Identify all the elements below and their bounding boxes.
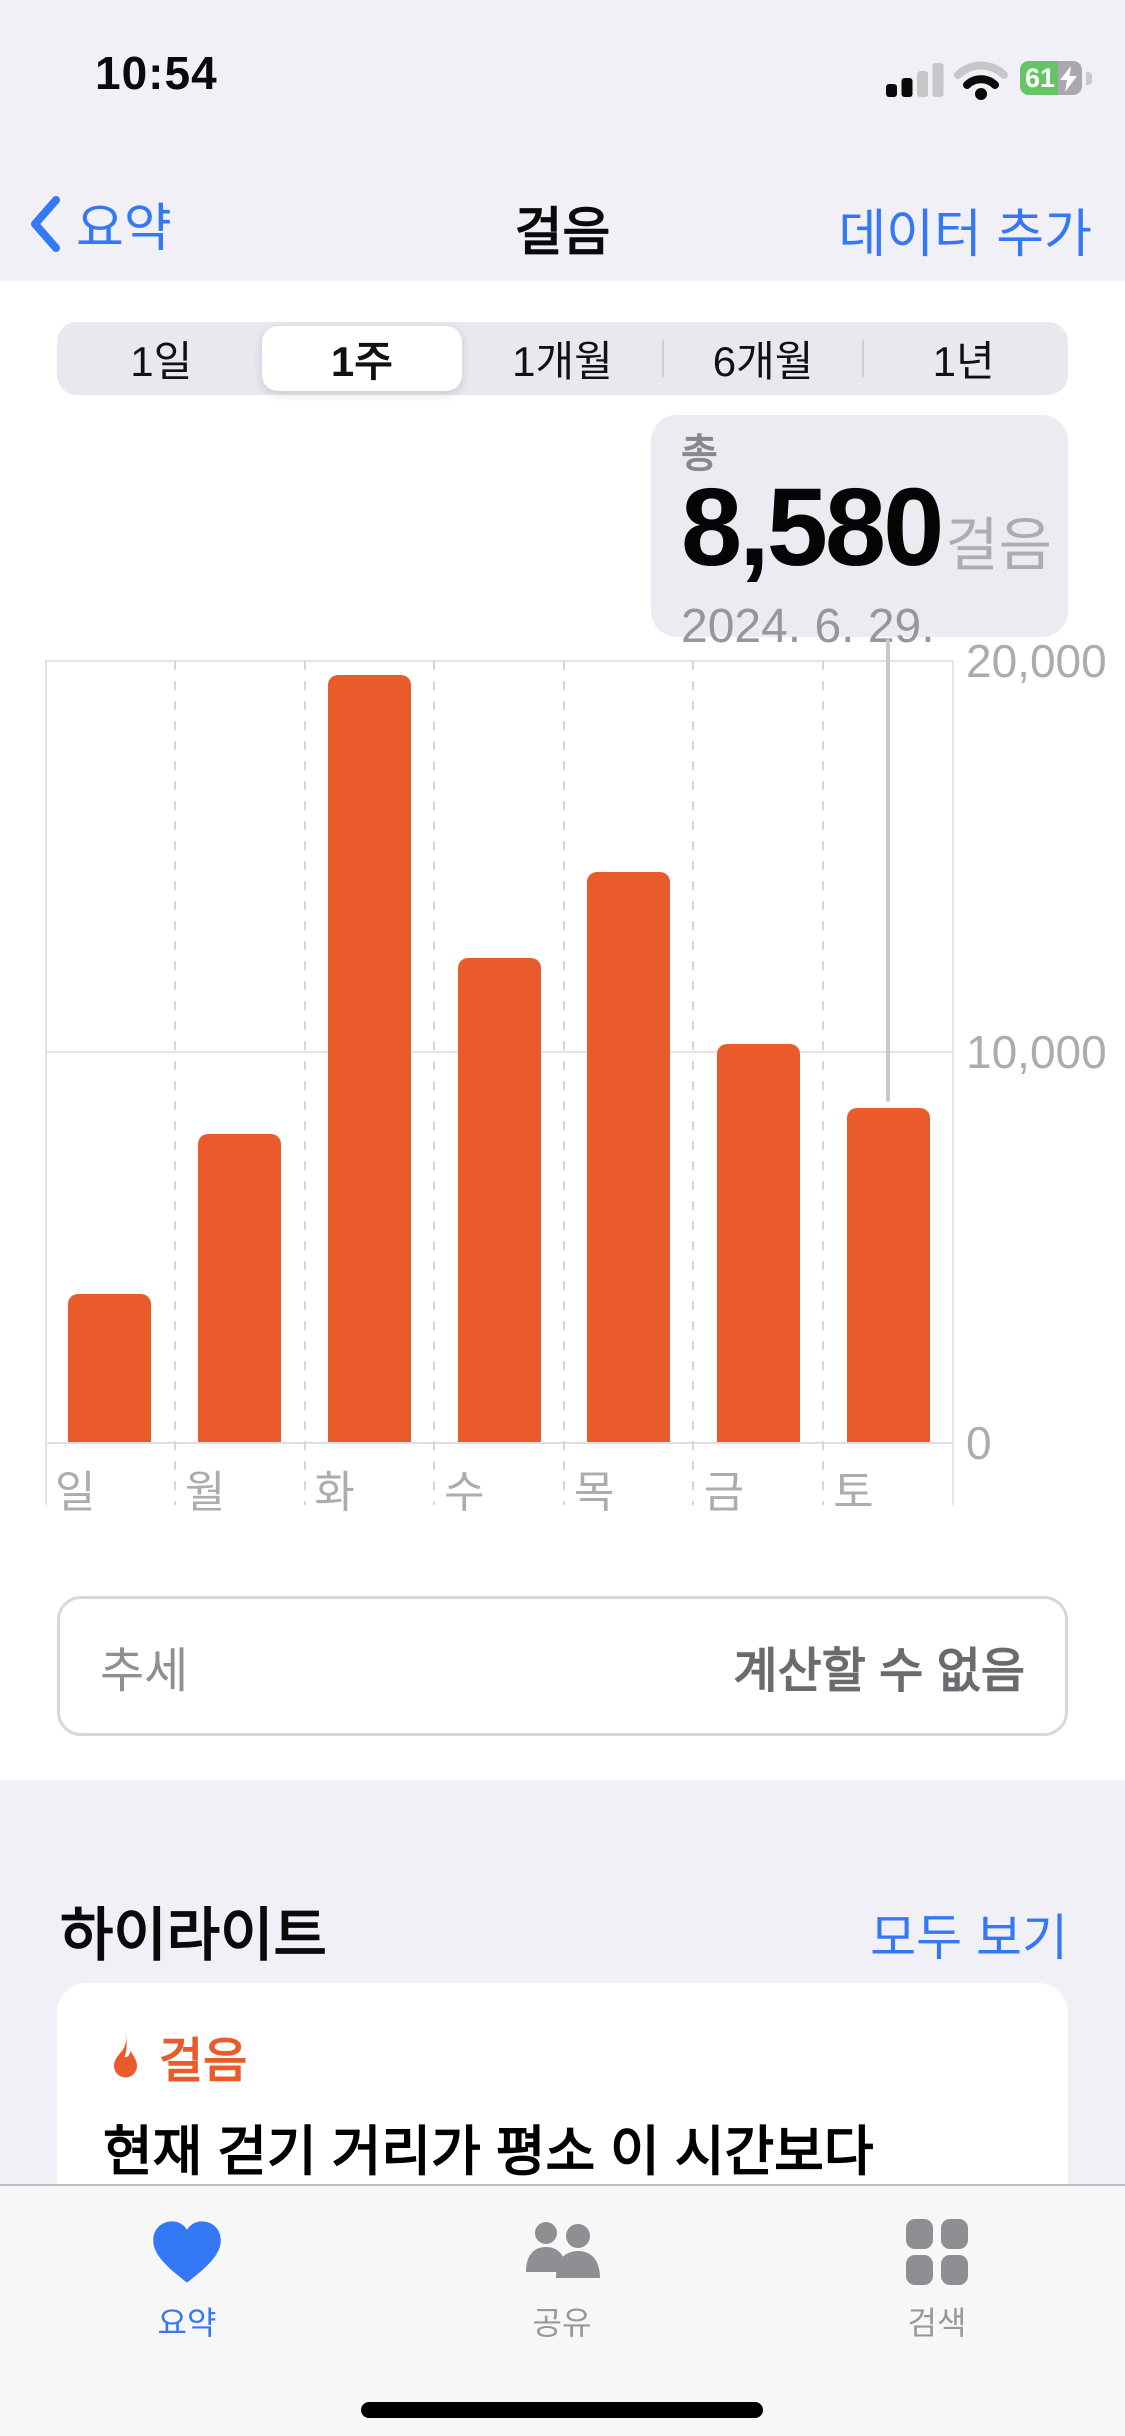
back-button[interactable]: 요약 xyxy=(28,186,172,261)
page-title: 걸음 xyxy=(514,204,611,262)
selection-callout: 총 8,580 걸음 2024. 6. 29. xyxy=(651,415,1068,653)
highlights-title: 하이라이트 xyxy=(60,1903,327,1968)
tab-browse-label: 검색 xyxy=(907,2305,967,2341)
battery-percent-label: 61 xyxy=(1024,63,1056,93)
x-tick-토: 토 xyxy=(833,1468,874,1517)
charging-bolt-icon xyxy=(1060,66,1077,92)
bar-화[interactable] xyxy=(327,674,411,1442)
trend-label: 추세 xyxy=(100,1645,189,1698)
flame-icon xyxy=(114,2030,137,2078)
bar-금[interactable] xyxy=(716,1044,800,1442)
header-background xyxy=(0,0,1125,281)
y-tick-0: 0 xyxy=(966,1417,992,1469)
tab-browse[interactable]: 검색 xyxy=(827,2210,1047,2344)
bar-목[interactable] xyxy=(587,872,671,1442)
x-tick-화: 화 xyxy=(314,1468,355,1517)
segment-1day[interactable]: 1일 xyxy=(130,338,193,385)
x-tick-수: 수 xyxy=(444,1468,485,1517)
wifi-icon xyxy=(954,60,1008,105)
range-segmented-control: 1일 1주 1개월 6개월 1년 xyxy=(57,322,1068,395)
tab-summary-label: 요약 xyxy=(157,2305,217,2341)
grid-icon xyxy=(827,2210,1047,2294)
y-tick-20000: 20,000 xyxy=(966,635,1107,687)
x-tick-월: 월 xyxy=(184,1468,226,1517)
trend-row: 추세 계산할 수 없음 xyxy=(57,1596,1068,1736)
add-data-button[interactable]: 데이터 추가 xyxy=(838,206,1092,264)
segment-1year[interactable]: 1년 xyxy=(862,326,1064,391)
home-indicator[interactable] xyxy=(361,2402,763,2418)
x-tick-금: 금 xyxy=(703,1468,745,1517)
bar-수[interactable] xyxy=(457,958,541,1442)
highlight-category-label: 걸음 xyxy=(159,2035,248,2088)
x-tick-일: 일 xyxy=(55,1468,96,1517)
callout-value: 8,580 xyxy=(681,466,944,589)
battery-charging-icon: 61 xyxy=(1020,61,1092,95)
callout-unit: 걸음 xyxy=(945,513,1053,578)
callout-label: 총 xyxy=(681,432,718,476)
back-button-label: 요약 xyxy=(76,200,172,258)
tab-summary[interactable]: 요약 xyxy=(77,2210,297,2344)
segment-6months[interactable]: 6개월 xyxy=(661,326,864,391)
x-tick-목: 목 xyxy=(573,1468,615,1517)
bar-월[interactable] xyxy=(198,1134,282,1442)
y-tick-10000: 10,000 xyxy=(966,1026,1107,1078)
bar-일[interactable] xyxy=(68,1294,152,1442)
highlight-text: 현재 걷기 거리가 평소 이 시간보다 xyxy=(103,2122,874,2182)
steps-bar-chart xyxy=(0,650,1125,1510)
tab-bar: 요약 공유 검색 xyxy=(0,2184,1125,2436)
segment-1week[interactable]: 1주 xyxy=(261,326,463,391)
chevron-left-icon xyxy=(31,195,60,252)
battery-nub xyxy=(1086,72,1092,85)
selection-lollipop-line xyxy=(886,639,891,1102)
battery-level-fill xyxy=(1020,61,1058,95)
tab-sharing-label: 공유 xyxy=(532,2305,592,2341)
chart-gridlines xyxy=(45,660,954,1505)
heart-icon xyxy=(77,2210,297,2294)
callout-date: 2024. 6. 29. xyxy=(681,600,935,653)
segment-1month[interactable]: 1개월 xyxy=(512,338,613,385)
bar-토[interactable] xyxy=(846,1107,930,1442)
status-time: 10:54 xyxy=(95,47,218,99)
cellular-signal-icon xyxy=(886,62,944,103)
tab-sharing[interactable]: 공유 xyxy=(452,2210,672,2344)
people-icon xyxy=(452,2210,672,2294)
trend-value: 계산할 수 없음 xyxy=(733,1645,1025,1698)
see-all-button[interactable]: 모두 보기 xyxy=(870,1910,1068,1966)
